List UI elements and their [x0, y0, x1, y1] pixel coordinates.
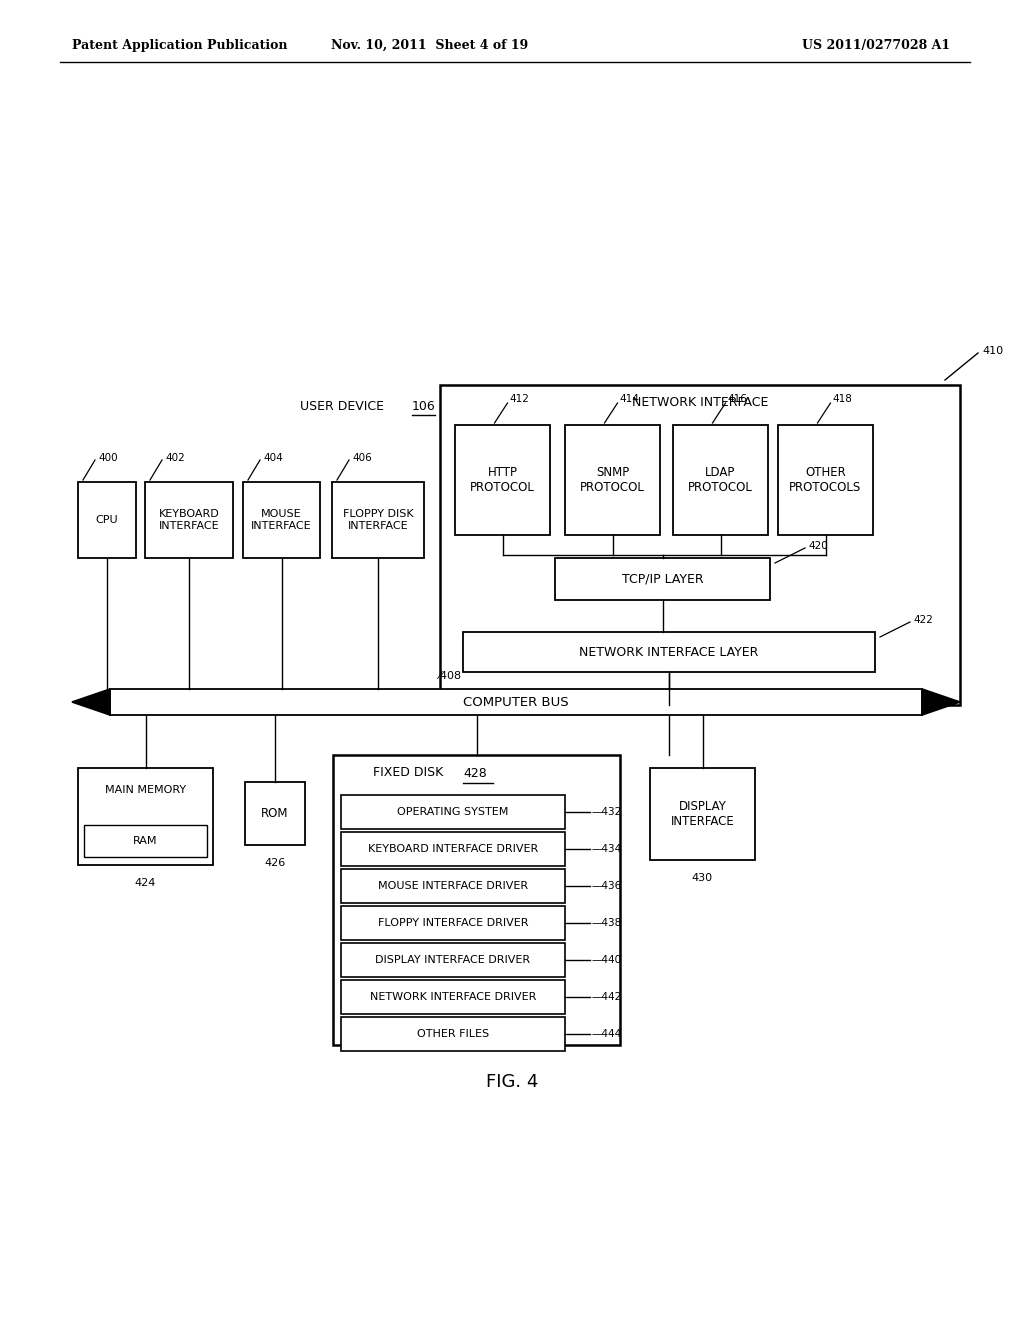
Text: LDAP
PROTOCOL: LDAP PROTOCOL	[688, 466, 753, 494]
Bar	[463, 632, 874, 672]
Polygon shape	[922, 689, 961, 715]
Bar	[243, 482, 319, 558]
Text: 416: 416	[727, 393, 748, 404]
Bar	[341, 795, 565, 829]
Bar	[341, 869, 565, 903]
Bar	[341, 942, 565, 977]
Text: OPERATING SYSTEM: OPERATING SYSTEM	[397, 807, 509, 817]
Text: ROM: ROM	[261, 807, 289, 820]
Text: Nov. 10, 2011  Sheet 4 of 19: Nov. 10, 2011 Sheet 4 of 19	[332, 38, 528, 51]
Text: —442: —442	[592, 993, 623, 1002]
Bar	[555, 558, 770, 601]
Bar	[332, 482, 424, 558]
Text: OTHER
PROTOCOLS: OTHER PROTOCOLS	[790, 466, 861, 494]
Text: 422: 422	[913, 615, 933, 624]
Text: DISPLAY
INTERFACE: DISPLAY INTERFACE	[671, 800, 734, 828]
Text: 426: 426	[264, 858, 286, 869]
Text: SNMP
PROTOCOL: SNMP PROTOCOL	[580, 466, 645, 494]
Text: RAM: RAM	[133, 836, 158, 846]
Text: 406: 406	[352, 453, 372, 463]
Text: 412: 412	[510, 393, 529, 404]
Text: ⁄408: ⁄408	[438, 671, 461, 681]
Text: —436: —436	[592, 880, 623, 891]
Text: 430: 430	[692, 873, 713, 883]
Text: TCP/IP LAYER: TCP/IP LAYER	[622, 573, 703, 586]
Bar	[84, 825, 207, 857]
Text: NETWORK INTERFACE LAYER: NETWORK INTERFACE LAYER	[580, 645, 759, 659]
Text: USER DEVICE: USER DEVICE	[300, 400, 388, 413]
Bar	[110, 689, 922, 715]
Text: FIG. 4: FIG. 4	[485, 1073, 539, 1092]
Text: —434: —434	[592, 843, 623, 854]
Text: CPU: CPU	[95, 515, 119, 525]
Text: FIXED DISK: FIXED DISK	[373, 767, 443, 780]
Text: 402: 402	[165, 453, 184, 463]
Text: MAIN MEMORY: MAIN MEMORY	[104, 785, 186, 795]
Text: US 2011/0277028 A1: US 2011/0277028 A1	[802, 38, 950, 51]
Text: —432: —432	[592, 807, 623, 817]
Text: 414: 414	[620, 393, 639, 404]
Bar	[440, 385, 961, 705]
Text: 410: 410	[982, 346, 1004, 356]
Text: 424: 424	[135, 878, 157, 888]
Bar	[145, 482, 233, 558]
Text: KEYBOARD
INTERFACE: KEYBOARD INTERFACE	[159, 510, 219, 531]
Text: —440: —440	[592, 954, 623, 965]
Bar	[341, 906, 565, 940]
Text: 428: 428	[463, 767, 486, 780]
Text: 418: 418	[833, 393, 852, 404]
Text: OTHER FILES: OTHER FILES	[417, 1030, 489, 1039]
Bar	[78, 768, 213, 865]
Bar	[673, 425, 768, 535]
Polygon shape	[72, 689, 110, 715]
Bar	[341, 832, 565, 866]
Text: Patent Application Publication: Patent Application Publication	[72, 38, 288, 51]
Text: DISPLAY INTERFACE DRIVER: DISPLAY INTERFACE DRIVER	[376, 954, 530, 965]
Text: 106: 106	[412, 400, 436, 413]
Text: —438: —438	[592, 917, 623, 928]
Bar	[333, 755, 620, 1045]
Text: 400: 400	[98, 453, 118, 463]
Text: FLOPPY INTERFACE DRIVER: FLOPPY INTERFACE DRIVER	[378, 917, 528, 928]
Text: 404: 404	[263, 453, 283, 463]
Text: MOUSE INTERFACE DRIVER: MOUSE INTERFACE DRIVER	[378, 880, 528, 891]
Bar	[78, 482, 136, 558]
Text: —444: —444	[592, 1030, 623, 1039]
Bar	[565, 425, 660, 535]
Text: COMPUTER BUS: COMPUTER BUS	[463, 696, 568, 709]
Text: FLOPPY DISK
INTERFACE: FLOPPY DISK INTERFACE	[343, 510, 414, 531]
Text: NETWORK INTERFACE: NETWORK INTERFACE	[632, 396, 768, 409]
Bar	[341, 1016, 565, 1051]
Text: KEYBOARD INTERFACE DRIVER: KEYBOARD INTERFACE DRIVER	[368, 843, 539, 854]
Bar	[341, 979, 565, 1014]
Bar	[245, 781, 305, 845]
Bar	[650, 768, 755, 861]
Text: 420: 420	[808, 541, 827, 550]
Bar	[455, 425, 550, 535]
Text: HTTP
PROTOCOL: HTTP PROTOCOL	[470, 466, 535, 494]
Text: MOUSE
INTERFACE: MOUSE INTERFACE	[251, 510, 312, 531]
Text: NETWORK INTERFACE DRIVER: NETWORK INTERFACE DRIVER	[370, 993, 537, 1002]
Bar	[778, 425, 873, 535]
